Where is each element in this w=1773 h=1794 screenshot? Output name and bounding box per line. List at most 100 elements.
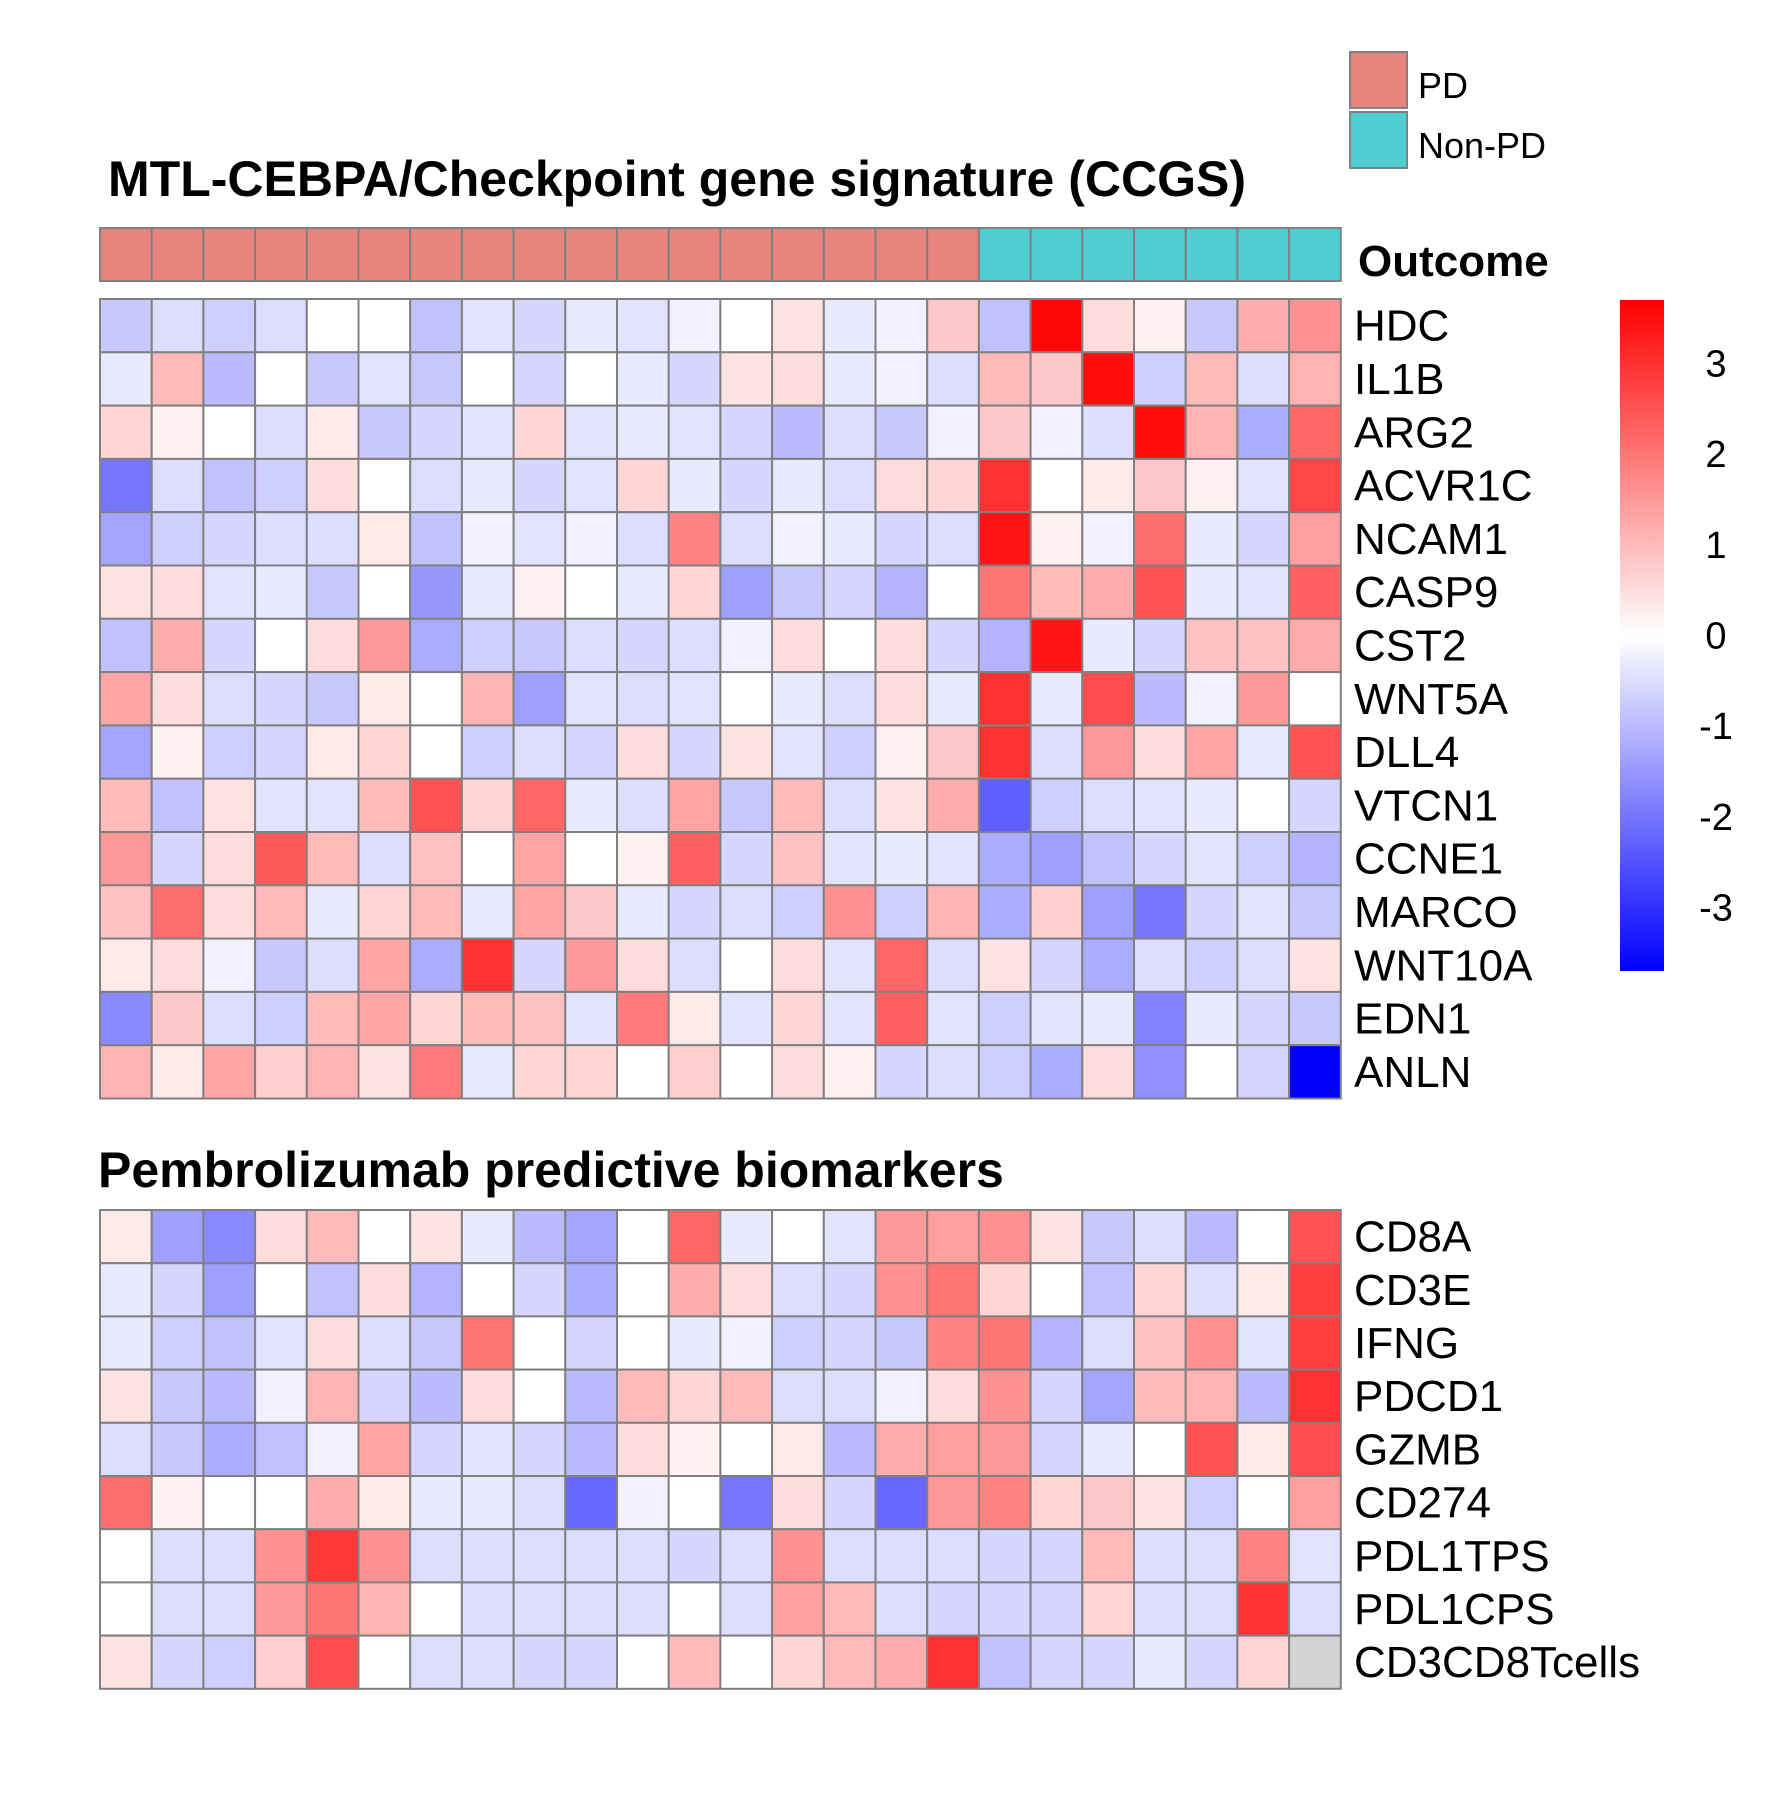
row-label: CCNE1 <box>1354 835 1503 884</box>
heatmap-cell <box>1081 884 1136 940</box>
heatmap-cell <box>99 351 153 407</box>
heatmap-cell <box>460 777 515 834</box>
heatmap-cell <box>667 1044 722 1100</box>
outcome-cell <box>409 227 463 282</box>
heatmap-cell <box>667 1368 722 1424</box>
colorbar-tick-label: 2 <box>1705 434 1726 476</box>
heatmap-cell <box>771 1421 825 1478</box>
row-label: ANLN <box>1354 1048 1471 1097</box>
heatmap-cell <box>926 351 980 407</box>
heatmap-cell <box>977 937 1032 993</box>
heatmap-cell <box>977 990 1032 1047</box>
heatmap-cell <box>1029 1262 1084 1318</box>
heatmap-cell <box>357 404 412 460</box>
heatmap-cell <box>616 351 670 407</box>
heatmap-cell <box>1029 937 1084 993</box>
heatmap-cell <box>1184 1044 1239 1100</box>
heatmap-cell <box>926 1634 980 1690</box>
heatmap-cell <box>926 1044 980 1100</box>
outcome-cell <box>822 227 877 282</box>
heatmap-cell <box>1184 351 1239 407</box>
heatmap-cell <box>926 564 980 620</box>
heatmap-cell <box>1236 831 1291 887</box>
outcome-cell <box>512 227 567 282</box>
heatmap-cell <box>512 351 567 407</box>
heatmap-cell <box>1081 1209 1136 1265</box>
heatmap-cell <box>926 404 980 460</box>
outcome-cell <box>977 227 1032 282</box>
heatmap-cell <box>667 1634 722 1690</box>
heatmap-cell <box>1029 1475 1084 1531</box>
heatmap-cell <box>202 671 257 727</box>
heatmap-cell <box>460 1475 515 1531</box>
heatmap-cell <box>874 1421 929 1478</box>
heatmap-cell <box>1236 724 1291 780</box>
heatmap-cell <box>202 457 257 514</box>
heatmap-cell <box>1133 831 1187 887</box>
heatmap-cell <box>357 1475 412 1531</box>
heatmap-cell <box>512 671 567 727</box>
row-label: WNT5A <box>1354 675 1509 724</box>
heatmap-cell <box>1029 777 1084 834</box>
heatmap-cell <box>357 1421 412 1478</box>
heatmap-cell <box>357 724 412 780</box>
heatmap-cell <box>460 564 515 620</box>
colorbar-tick-label: 3 <box>1705 343 1726 385</box>
heatmap-cell <box>202 990 257 1047</box>
heatmap-cell <box>305 1209 360 1265</box>
heatmap-cell <box>1288 404 1342 460</box>
outcome-cell <box>564 227 618 282</box>
heatmap-cell <box>771 1368 825 1424</box>
heatmap-cell <box>460 351 515 407</box>
heatmap-cell <box>512 617 567 674</box>
heatmap-cell <box>357 1315 412 1371</box>
heatmap-cell <box>1133 298 1187 354</box>
heatmap-cell <box>1133 564 1187 620</box>
heatmap-cell <box>1133 884 1187 940</box>
heatmap-cell <box>1288 564 1342 620</box>
heatmap-cell <box>150 831 205 887</box>
heatmap-cell <box>150 298 205 354</box>
heatmap-cell <box>357 937 412 993</box>
heatmap-cell <box>1236 1315 1291 1371</box>
heatmap-cell <box>667 831 722 887</box>
heatmap-cell <box>409 617 463 674</box>
heatmap-cell <box>254 990 308 1047</box>
heatmap-cell <box>719 1421 774 1478</box>
heatmap-cell <box>1133 724 1187 780</box>
heatmap-cell <box>99 1475 153 1531</box>
heatmap-cell <box>409 937 463 993</box>
heatmap-cell <box>99 724 153 780</box>
heatmap-cell <box>616 511 670 567</box>
heatmap-cell <box>926 777 980 834</box>
heatmap-cell <box>1029 1528 1084 1584</box>
heatmap-cell <box>667 1209 722 1265</box>
heatmap-cell <box>564 617 618 674</box>
heatmap-cell <box>926 1581 980 1637</box>
heatmap-cell <box>460 1581 515 1637</box>
heatmap-cell <box>1184 1581 1239 1637</box>
legend-swatch-non-pd <box>1349 111 1408 169</box>
heatmap-cell <box>150 457 205 514</box>
heatmap-cell <box>357 1634 412 1690</box>
heatmap-cell <box>305 1262 360 1318</box>
heatmap-cell <box>1029 831 1084 887</box>
ccgs-panel-title: MTL-CEBPA/Checkpoint gene signature (CCG… <box>108 151 1246 207</box>
heatmap-cell <box>1029 298 1084 354</box>
heatmap-cell <box>99 990 153 1047</box>
heatmap-cell <box>1133 511 1187 567</box>
heatmap-cell <box>822 937 877 993</box>
heatmap-cell <box>305 724 360 780</box>
heatmap-cell <box>305 1044 360 1100</box>
heatmap-cell <box>99 1209 153 1265</box>
heatmap-cell <box>1184 404 1239 460</box>
heatmap-cell <box>460 404 515 460</box>
heatmap-cell <box>202 351 257 407</box>
heatmap-cell <box>667 1475 722 1531</box>
row-label: CST2 <box>1354 621 1466 670</box>
heatmap-cell <box>409 564 463 620</box>
row-label: ARG2 <box>1354 408 1474 457</box>
heatmap-cell <box>616 564 670 620</box>
heatmap-cell <box>254 351 308 407</box>
